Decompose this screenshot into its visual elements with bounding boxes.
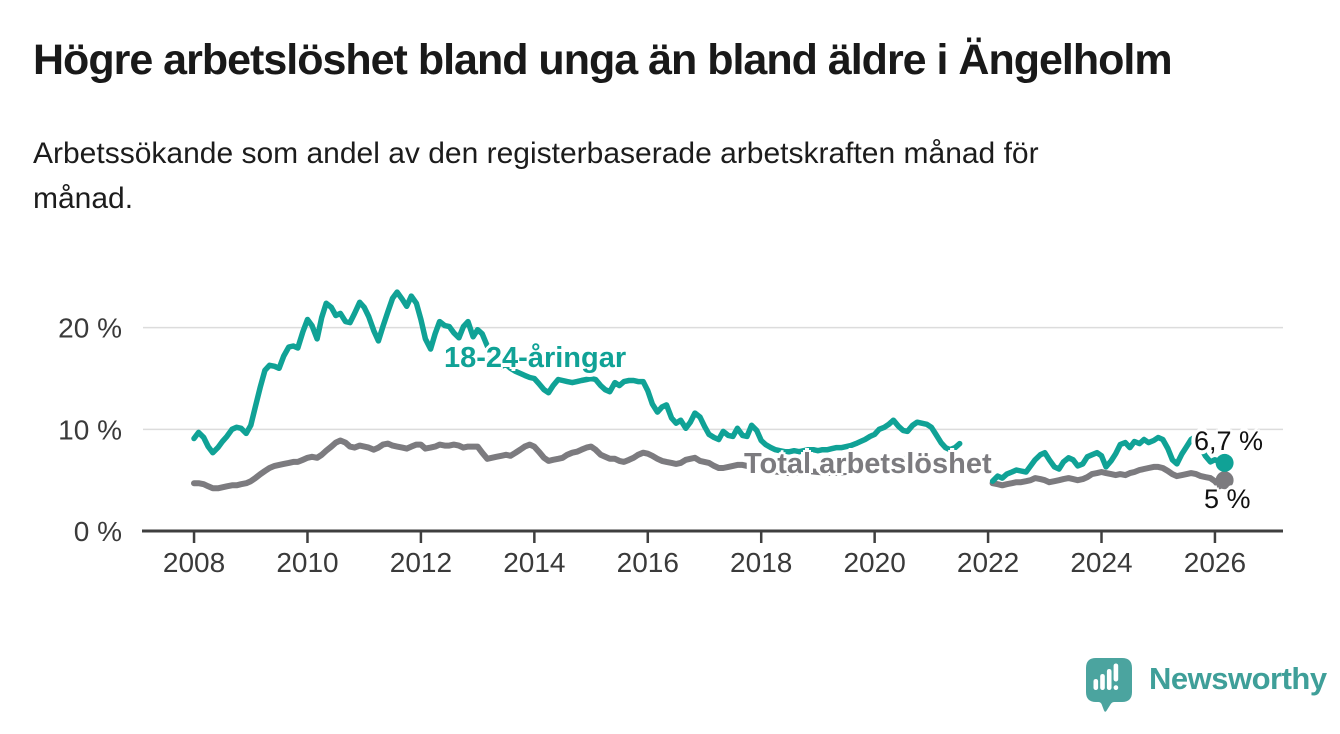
bar-3 — [1106, 669, 1112, 690]
x-tick-label: 2010 — [276, 547, 338, 578]
exclamation-bar — [1113, 663, 1119, 682]
end-value-label-total: 5 % — [1204, 484, 1251, 514]
series-label-total: Total arbetslöshet — [744, 448, 992, 480]
y-tick-label: 10 % — [58, 414, 122, 445]
series-label-youth: 18-24-åringar — [444, 342, 627, 374]
series-endpoint-total — [1215, 471, 1234, 490]
x-tick-label: 2020 — [843, 547, 905, 578]
x-tick-label: 2024 — [1070, 547, 1132, 578]
end-value-label-youth: 6,7 % — [1194, 426, 1264, 456]
brand-name: Newsworthy — [1149, 660, 1327, 696]
x-tick-label: 2022 — [957, 547, 1019, 578]
x-tick-label: 2026 — [1184, 547, 1246, 578]
bar-1 — [1093, 679, 1099, 690]
x-tick-label: 2016 — [617, 547, 679, 578]
newsworthy-bubble-chart-icon — [1086, 658, 1132, 712]
y-tick-label: 0 % — [74, 516, 122, 547]
chart-subtitle: Arbetssökande som andel av den registerb… — [33, 131, 1039, 221]
brand-logo: Newsworthy — [1085, 657, 1327, 714]
series-line-youth — [191, 289, 1228, 484]
x-tick-label: 2018 — [730, 547, 792, 578]
series-line-total — [191, 437, 1228, 492]
exclamation-dot — [1113, 685, 1119, 690]
x-tick-label: 2008 — [163, 547, 225, 578]
x-tick-label: 2012 — [390, 547, 452, 578]
x-tick-label: 2014 — [503, 547, 565, 578]
bar-2 — [1100, 674, 1105, 690]
subtitle-line-2: månad. — [33, 182, 134, 215]
y-tick-label: 20 % — [58, 313, 122, 344]
series-endpoint-youth — [1215, 453, 1234, 472]
subtitle-line-1: Arbetssökande som andel av den registerb… — [33, 137, 1039, 170]
page-title: Högre arbetslöshet bland unga än bland ä… — [33, 36, 1173, 84]
